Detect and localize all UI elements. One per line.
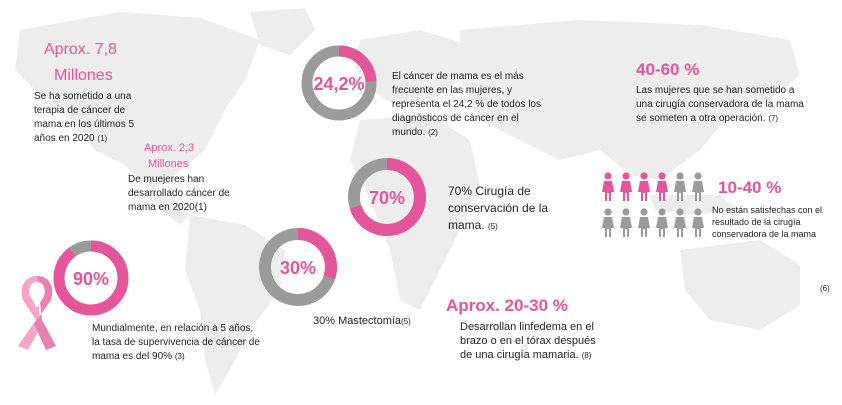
woman-icon (620, 208, 632, 237)
ring-70-ref: (5) (488, 222, 498, 231)
woman-icon (638, 208, 650, 237)
stat-7-8-text: Se ha sometido a una terapia de cáncer d… (34, 90, 154, 146)
stat-2-3-unit: Millones (148, 158, 189, 170)
ring-24-2: 24,2% (301, 45, 377, 121)
ring-90-arc (53, 240, 129, 316)
woman-icon (602, 208, 614, 237)
woman-icon (620, 172, 632, 201)
ring-90-description: Mundialmente, en relación a 5 años, la t… (92, 323, 260, 362)
stat-7-8-description: Se ha sometido a una terapia de cáncer d… (34, 91, 135, 144)
woman-icon (602, 172, 614, 201)
ring-24-2-text: El cáncer de mama es el más frecuente en… (392, 70, 552, 140)
stat-10-40-value: 10-40 % (718, 178, 782, 197)
ring-90-label: 90% (73, 269, 109, 289)
stat-40-60-text: Las mujeres que se han sometido a una ci… (636, 84, 806, 126)
ring-90-ref: (3) (174, 352, 185, 361)
ring-30-arc (259, 228, 337, 306)
woman-icon (674, 172, 686, 201)
woman-icon (674, 208, 686, 237)
stat-20-30-description: Desarrollan linfedema en el brazo o en e… (460, 321, 596, 361)
ring-70-description: 70% Cirugía de conservación de la mama. (448, 184, 549, 232)
ring-24-2-description: El cáncer de mama es el más frecuente en… (392, 71, 541, 138)
stat-2-3-text: De muejeres han desarrollado cáncer de m… (128, 173, 246, 215)
stat-7-8-value: Aprox. 7,8 (44, 41, 117, 58)
ring-24-2-arc (301, 45, 377, 121)
ring-30-ref: (5) (401, 317, 411, 326)
ring-24-2-label: 24,2% (313, 74, 364, 94)
stat-20-30-text: Desarrollan linfedema en el brazo o en e… (460, 320, 600, 363)
woman-icon (638, 172, 650, 201)
stat-20-30-value: Aprox. 20-30 % (446, 296, 568, 315)
ring-30: 30% (259, 228, 337, 306)
ring-30-description: 30% Mastectomía (313, 315, 402, 327)
stat-2-3-description: De muejeres han desarrollado cáncer de m… (128, 174, 230, 213)
ring-30-text: 30% Mastectomía(5) (313, 314, 411, 329)
woman-icon (656, 172, 668, 201)
stat-10-40-description: No están satisfechas con el resultado de… (712, 205, 823, 239)
woman-icon (656, 208, 668, 237)
stat-40-60-description: Las mujeres que se han sometido a una ci… (636, 85, 804, 124)
ring-70-text: 70% Cirugía de conservación de la mama. … (448, 183, 558, 235)
stat-7-8-ref: (1) (97, 134, 108, 143)
ring-90-text: Mundialmente, en relación a 5 años, la t… (92, 322, 262, 364)
ring-90: 90% (53, 240, 129, 316)
ring-24-2-ref: (2) (428, 128, 438, 137)
stat-40-60-value: 40-60 % (636, 60, 700, 79)
pink-ribbon-icon (18, 276, 56, 350)
stat-2-3-value: Aprox. 2,3 (144, 142, 195, 154)
stat-10-40-text: No están satisfechas con el resultado de… (712, 204, 838, 240)
stat-7-8-unit: Millones (54, 67, 113, 84)
stat-2-3-ref: (1) (194, 202, 207, 213)
stat-20-30-ref: (8) (581, 351, 592, 360)
women-icon-grid (600, 172, 710, 240)
woman-icon (692, 208, 704, 237)
ring-70-label: 70% (369, 188, 405, 208)
ring-70: 70% (348, 158, 426, 236)
woman-icon (692, 172, 704, 201)
ring-30-label: 30% (280, 258, 316, 278)
stat-10-40-ref: (6) (820, 284, 830, 293)
stat-40-60-ref: (7) (768, 114, 779, 123)
ring-70-arc (348, 158, 426, 236)
